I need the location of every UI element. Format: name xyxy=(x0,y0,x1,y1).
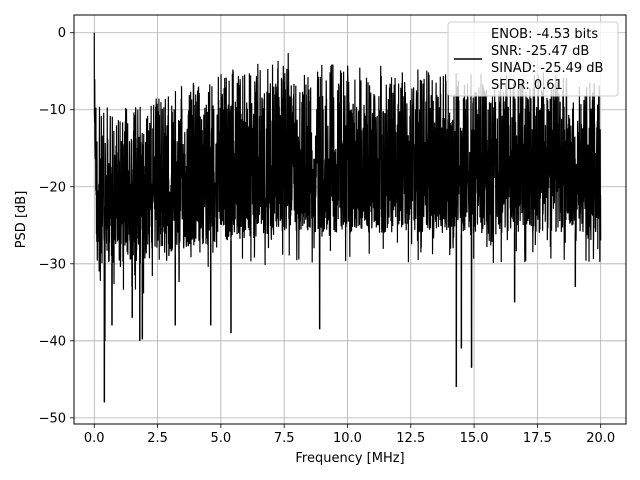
legend-box xyxy=(447,21,619,97)
legend-sinad: SINAD: -25.49 dB xyxy=(491,61,603,76)
y-ticks: 0 −10 −20 −30 −40 −50 xyxy=(39,26,74,426)
y-tick-label: 0 xyxy=(58,26,66,41)
x-tick-label: 15.0 xyxy=(460,431,489,446)
y-tick-label: −20 xyxy=(39,180,66,195)
legend-sfdr: SFDR: 0.61 xyxy=(491,78,563,93)
legend-enob: ENOB: -4.53 bits xyxy=(491,27,598,42)
y-tick-label: −50 xyxy=(39,411,66,426)
x-tick-label: 5.0 xyxy=(211,431,232,446)
y-tick-label: −40 xyxy=(39,334,66,349)
axes-frame xyxy=(73,14,627,425)
y-tick-label: −30 xyxy=(39,257,66,272)
y-axis-label: PSD [dB] xyxy=(14,191,29,249)
x-tick-label: 20.0 xyxy=(586,431,615,446)
y-tick-label: −10 xyxy=(39,103,66,118)
x-tick-label: 17.5 xyxy=(523,431,552,446)
x-tick-label: 7.5 xyxy=(274,431,295,446)
x-tick-label: 10.0 xyxy=(333,431,362,446)
psd-series-line xyxy=(93,32,602,403)
plot-area xyxy=(93,32,602,403)
x-tick-label: 0.0 xyxy=(84,431,105,446)
legend-snr: SNR: -25.47 dB xyxy=(491,44,589,59)
legend: ENOB: -4.53 bits SNR: -25.47 dB SINAD: -… xyxy=(447,21,619,97)
x-tick-label: 12.5 xyxy=(396,431,425,446)
x-axis-label: Frequency [MHz] xyxy=(295,451,404,466)
x-ticks: 0.0 2.5 5.0 7.5 10.0 12.5 15.0 17.5 20.0 xyxy=(84,424,615,446)
x-tick-label: 2.5 xyxy=(147,431,168,446)
